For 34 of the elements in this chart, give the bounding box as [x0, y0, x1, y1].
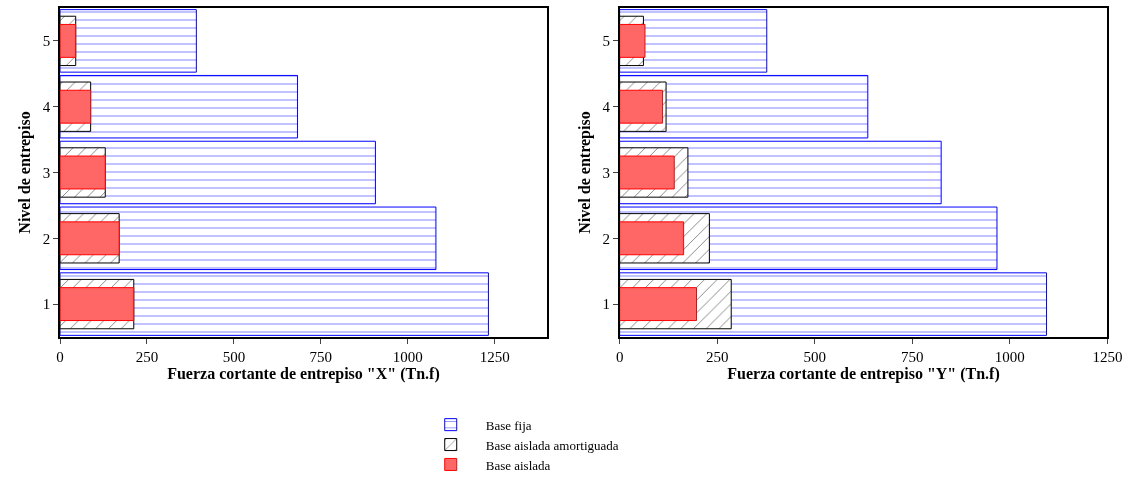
- y-axis-title: Nivel de entrepiso: [16, 111, 35, 234]
- x-axis-title: Fuerza cortante de entrepiso "X" (Tn.f): [167, 364, 440, 383]
- bar: [619, 23, 646, 58]
- x-tick-label: 500: [222, 348, 246, 365]
- x-tick-label: 0: [615, 348, 624, 365]
- y-tick-label: 2: [42, 230, 51, 247]
- y-tick-label: 3: [42, 164, 51, 181]
- x-axis-title: Fuerza cortante de entrepiso "Y" (Tn.f): [727, 364, 1000, 383]
- y-tick-label: 1: [42, 296, 51, 313]
- x-tick-label: 250: [705, 348, 729, 365]
- bar: [619, 287, 697, 322]
- bar: [619, 155, 675, 190]
- x-tick-label: 250: [135, 348, 159, 365]
- y-tick-label: 5: [602, 33, 610, 50]
- y-tick-label: 4: [602, 98, 611, 115]
- bar: [60, 74, 299, 139]
- y-tick-label: 2: [602, 230, 610, 247]
- text: Base fija: [485, 417, 532, 433]
- y-tick-label: 5: [42, 33, 51, 50]
- x-tick-label: 750: [309, 348, 333, 365]
- x-tick-label: 0: [56, 348, 64, 365]
- x-tick-label: 1250: [479, 348, 510, 365]
- y-tick-label: 1: [602, 296, 610, 313]
- x-tick-label: 1250: [1092, 348, 1123, 365]
- y-axis-title: Nivel de entrepiso: [575, 111, 594, 234]
- bar: [619, 221, 685, 256]
- y-tick-label: 4: [42, 98, 51, 115]
- x-tick-label: 1000: [994, 348, 1025, 365]
- x-tick-label: 750: [901, 348, 924, 365]
- text: Base aislada amortiguada: [485, 437, 619, 453]
- y-tick-label: 3: [602, 164, 610, 181]
- x-tick-label: 1000: [392, 348, 423, 365]
- x-tick-label: 500: [803, 348, 826, 365]
- legend-label: Base aislada: [485, 457, 551, 473]
